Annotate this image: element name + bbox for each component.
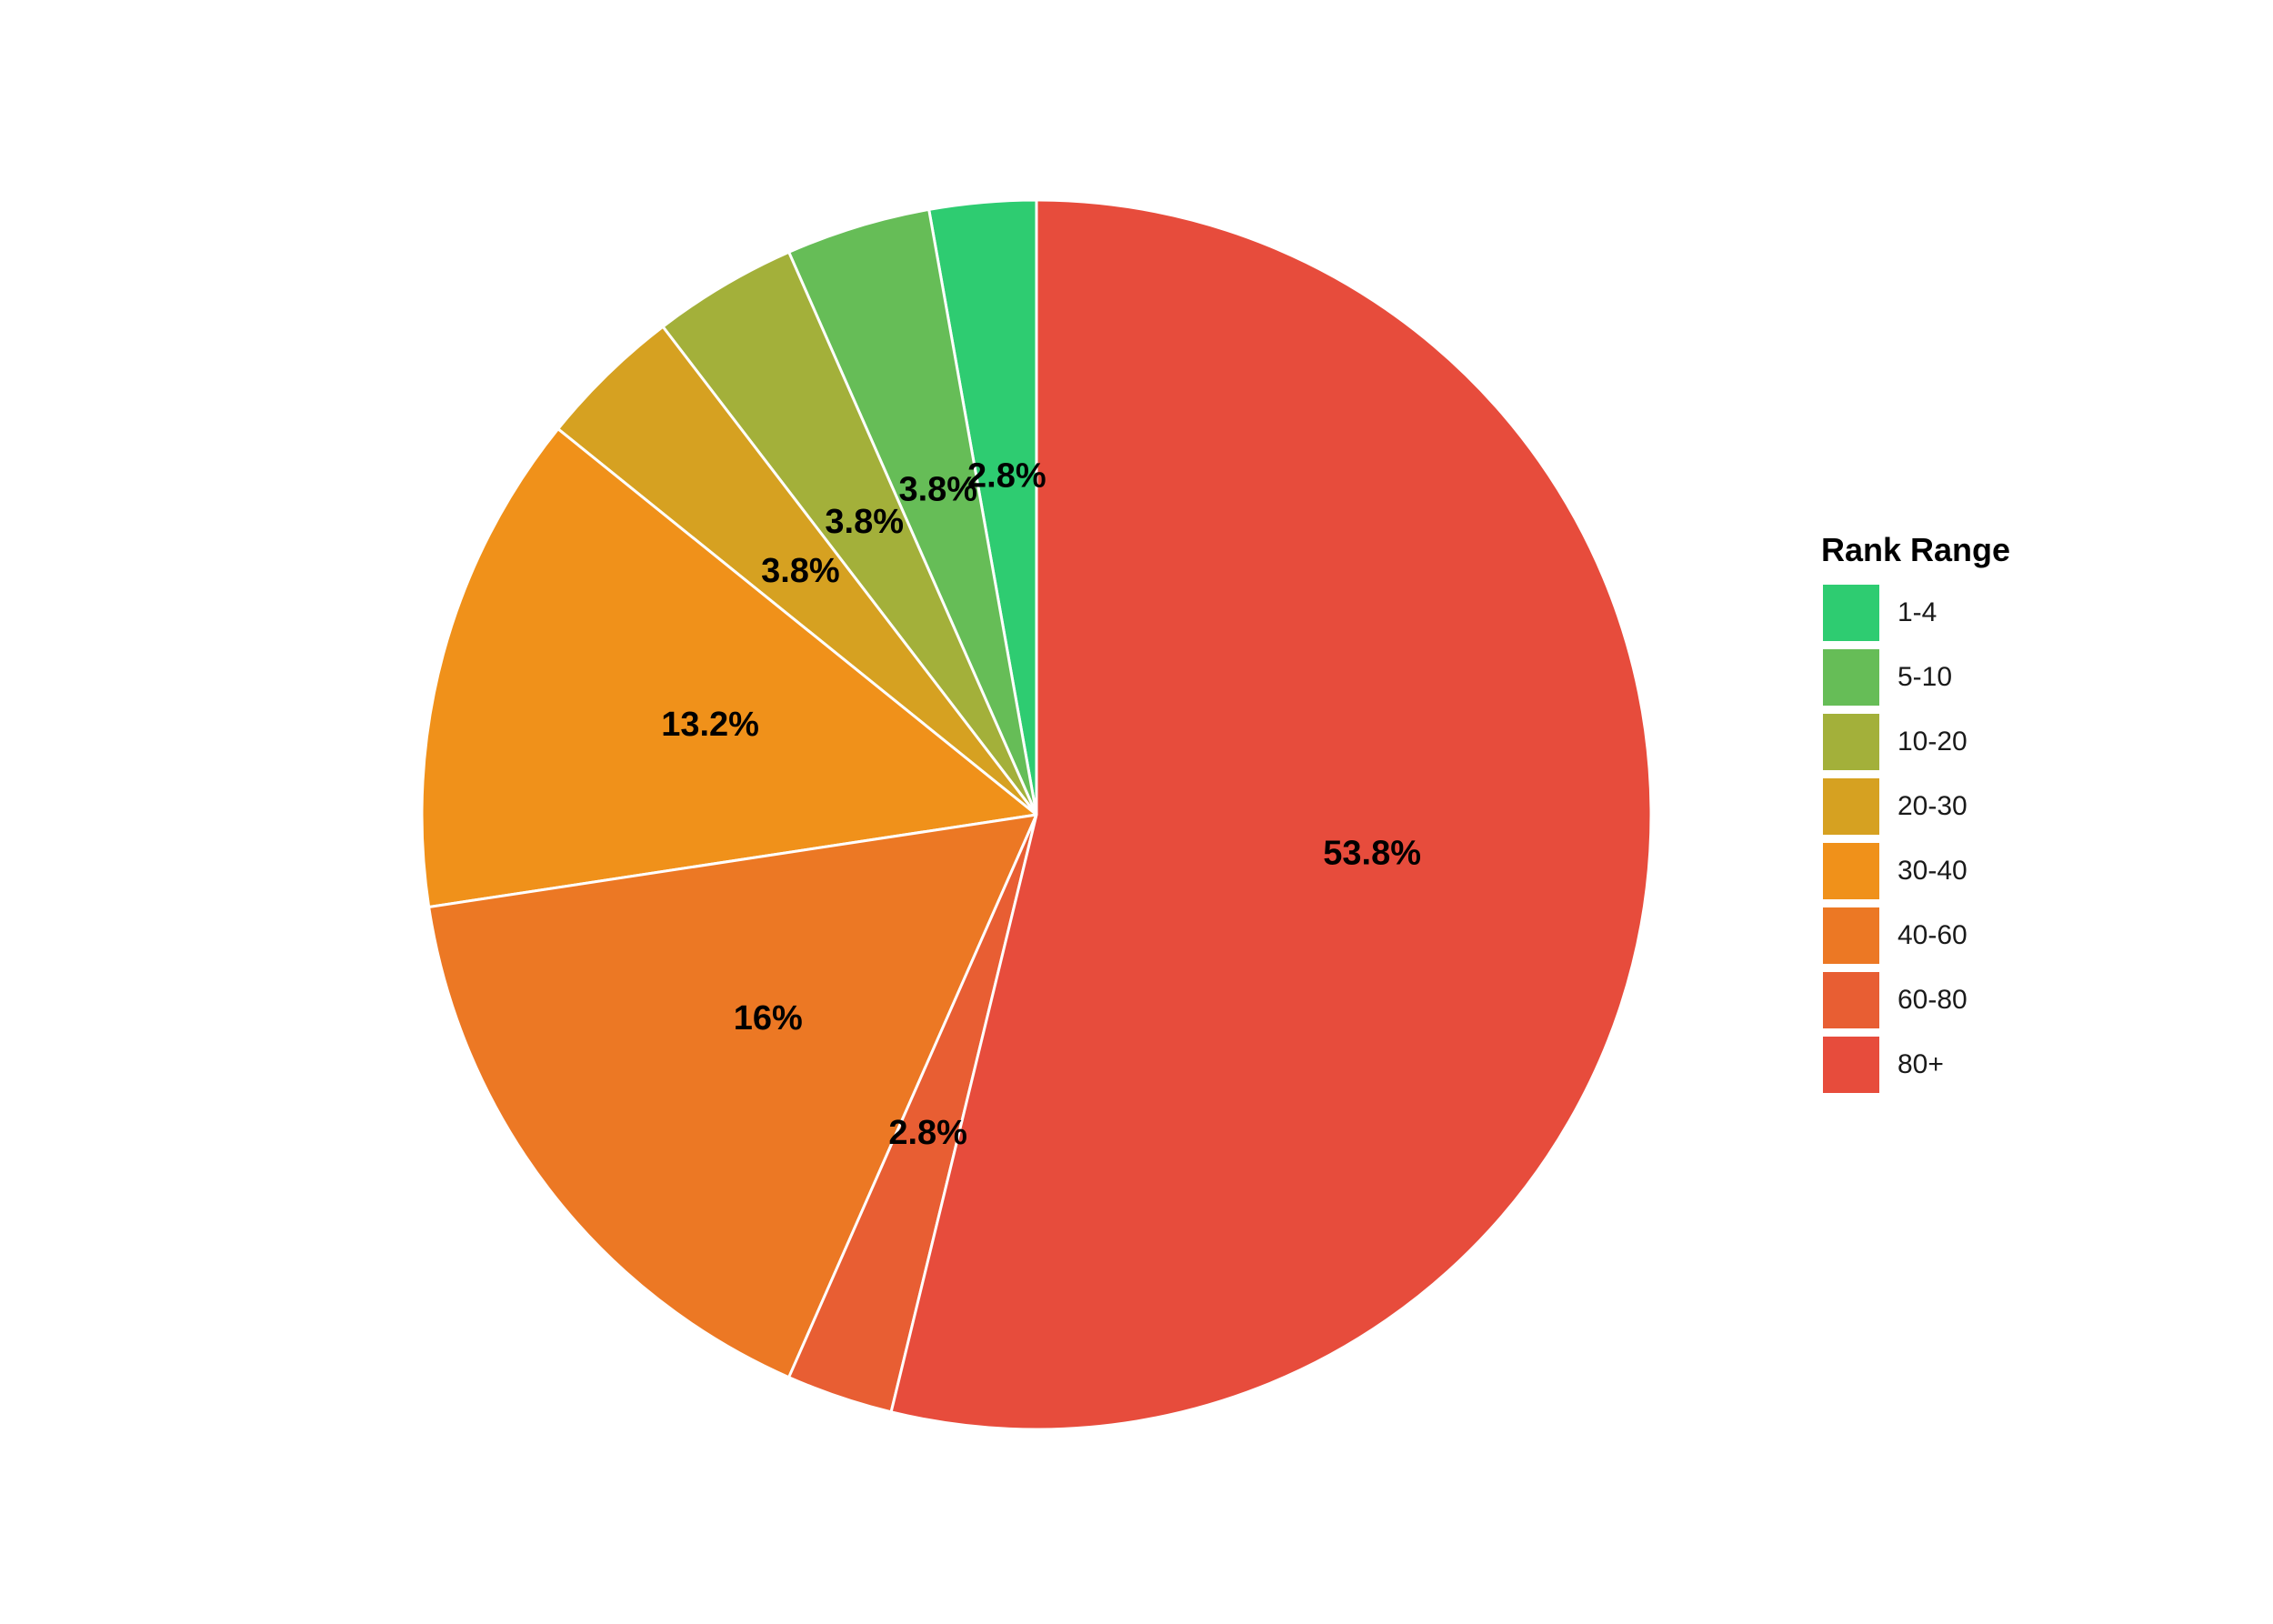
legend-label-80+: 80+ [1898, 1048, 1944, 1079]
legend-swatch-80+ [1821, 1034, 1881, 1095]
slice-label-10-20: 3.8% [825, 503, 904, 541]
legend-swatch-60-80 [1821, 969, 1881, 1030]
pie-slice-40-60 [426, 813, 1039, 1379]
legend-item-1-4: 1-4 [1821, 580, 2010, 645]
slice-label-5-10: 3.8% [898, 470, 977, 508]
legend-label-40-60: 40-60 [1898, 919, 1968, 950]
slice-label-1-4: 2.8% [967, 457, 1046, 496]
slice-label-30-40: 13.2% [661, 706, 759, 744]
legend-item-40-60: 40-60 [1821, 903, 2010, 967]
legend-label-5-10: 5-10 [1898, 661, 1953, 692]
legend-swatch-40-60 [1821, 905, 1881, 966]
legend-label-10-20: 10-20 [1898, 726, 1968, 757]
pie-slice-30-40 [420, 426, 1040, 909]
legend-items: 1-4 5-10 10-20 20-30 30-40 40-60 60-80 80+ [1821, 580, 2010, 1097]
legend-label-60-80: 60-80 [1898, 984, 1968, 1015]
legend: Rank Range 1-4 5-10 10-20 20-30 30-40 40-60 60… [1821, 531, 2010, 1097]
legend-swatch-5-10 [1821, 647, 1881, 707]
legend-label-30-40: 30-40 [1898, 855, 1968, 886]
legend-item-20-30: 20-30 [1821, 774, 2010, 838]
legend-label-20-30: 20-30 [1898, 790, 1968, 821]
legend-title: Rank Range [1821, 531, 2011, 568]
legend-label-1-4: 1-4 [1898, 596, 1938, 627]
legend-swatch-10-20 [1821, 711, 1881, 772]
legend-item-80+: 80+ [1821, 1032, 2010, 1097]
pie-slices [420, 198, 1653, 1431]
legend-swatch-30-40 [1821, 840, 1881, 901]
slice-label-80+: 53.8% [1323, 834, 1421, 872]
slice-label-60-80: 2.8% [888, 1114, 967, 1152]
slice-label-20-30: 3.8% [761, 552, 840, 590]
legend-swatch-1-4 [1821, 582, 1881, 643]
legend-item-30-40: 30-40 [1821, 838, 2010, 903]
legend-swatch-20-30 [1821, 776, 1881, 837]
legend-item-60-80: 60-80 [1821, 967, 2010, 1032]
pie-labels: 2.8%3.8%3.8%3.8%13.2%16%2.8%53.8% [661, 457, 1421, 1152]
slice-label-40-60: 16% [734, 999, 803, 1038]
pie-slice-80+ [889, 198, 1653, 1431]
legend-item-5-10: 5-10 [1821, 645, 2010, 709]
legend-item-10-20: 10-20 [1821, 709, 2010, 774]
